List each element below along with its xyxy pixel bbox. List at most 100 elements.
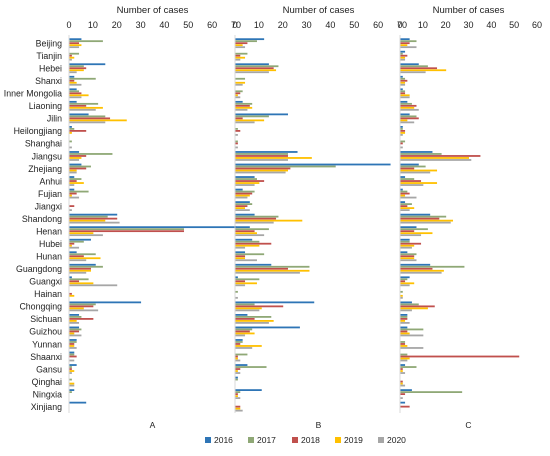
bar-c-2018-inner-mongolia [400, 92, 406, 95]
bar-a-2019-qinghai [69, 382, 75, 385]
bar-a-2018-tianjin [69, 54, 72, 57]
legend-item-2016: 2016 [205, 435, 233, 445]
bar-b-2019-tianjin [235, 56, 246, 59]
bar-a-2016-jilin [69, 113, 89, 116]
bar-a-2020-yunnan [69, 347, 77, 349]
bar-b-2019-hebei [235, 69, 277, 72]
bar-a-2020-qinghai [69, 384, 75, 387]
bar-a-2020-shandong [69, 221, 120, 224]
category-label: Hunan [36, 252, 62, 262]
bar-c-2018-henan [400, 230, 415, 233]
x-tick-label: 0 [66, 20, 71, 30]
bar-c-2016-fujian [400, 188, 403, 191]
bar-a-2019-hunan [69, 257, 101, 260]
bar-b-2018-ningxia [235, 393, 238, 395]
x-axis-title: Number of cases [283, 5, 355, 16]
bar-c-2020-heilongjiang [400, 134, 403, 136]
panel-b: Number of cases 0 10 20 30 40 50 60 70 B [232, 5, 407, 430]
bar-b-2019-liaoning [235, 106, 253, 109]
bar-b-2018-xinjiang [235, 405, 241, 408]
bar-b-2019-jiangxi [235, 207, 246, 209]
bar-a-2017-hunan [69, 253, 96, 256]
bar-c-2016-hunan [400, 251, 408, 254]
bar-b-2016-jiangsu [235, 151, 298, 153]
bar-c-2019-fujian [400, 194, 406, 197]
bar-c-2019-hunan [400, 257, 415, 260]
bar-b-2018-guizhou [235, 330, 250, 333]
bar-a-2018-hunan [69, 255, 84, 258]
bar-b-2018-fujian [235, 192, 253, 195]
bar-a-2018-hebei [69, 67, 87, 70]
bar-c-2016-xinjiang [400, 401, 406, 404]
x-tick-label: 70 [231, 20, 241, 30]
bar-a-2017-zhejiang [69, 165, 91, 168]
bar-b-2018-sichuan [235, 318, 255, 320]
x-tick-label: 30 [302, 20, 312, 30]
bar-b-2019-yunnan [235, 345, 262, 347]
bar-c-2020-hainan [400, 296, 403, 299]
bar-a-2020-guizhou [69, 334, 82, 337]
bar-a-2019-liaoning [69, 106, 103, 109]
bar-c-2016-chongqing [400, 301, 412, 304]
bar-b-2017-ningxia [235, 391, 241, 393]
bar-b-2019-jilin [235, 119, 265, 122]
bar-a-2017-hebei [69, 65, 84, 68]
bar-b-2016-fujian [235, 188, 243, 191]
bar-c-2017-guangxi [400, 278, 408, 281]
bar-a-2020-jiangsu [69, 159, 80, 161]
bar-c-2018-shandong [400, 217, 440, 220]
bar-b-2019-hunan [235, 257, 246, 260]
bar-c-2018-beijing [400, 42, 410, 45]
bar-a-2017-qinghai [69, 378, 72, 381]
bar-b-2019-guangxi [235, 282, 257, 285]
bar-c-2020-sichuan [400, 322, 410, 324]
legend-label: 2016 [214, 435, 233, 445]
bar-b-2017-shanghai [235, 140, 238, 143]
bar-c-2020-guangxi [400, 284, 410, 287]
bar-a-2017-henan [69, 228, 185, 231]
bar-c-2018-guizhou [400, 330, 408, 333]
bar-b-2017-jiangsu [235, 153, 288, 155]
bar-b-2017-shanxi [235, 77, 246, 80]
bar-b-2020-henan [235, 234, 265, 237]
bar-c-2019-sichuan [400, 320, 406, 322]
category-label: Hainan [34, 289, 62, 299]
bar-a-2017-inner-mongolia [69, 90, 80, 93]
bar-a-2018-gansu [69, 368, 72, 370]
bar-c-2016-jiangxi [400, 201, 406, 203]
bar-a-2017-shandong [69, 215, 108, 218]
bar-c-2016-sichuan [400, 314, 408, 316]
bar-b-2019-anhui [235, 182, 260, 184]
bar-c-2017-hebei [400, 65, 428, 68]
category-label: Jilin [47, 114, 62, 124]
bar-a-2020-hebei [69, 71, 77, 74]
category-label: Ningxia [33, 389, 62, 399]
bar-c-2018-yunnan [400, 343, 406, 345]
bar-c-2019-qinghai [400, 382, 403, 385]
bar-a-2019-yunnan [69, 345, 75, 347]
bar-c-2019-inner-mongolia [400, 94, 410, 97]
bar-a-2017-ningxia [69, 391, 72, 393]
bar-a-2020-liaoning [69, 108, 96, 111]
category-label: Qinghai [32, 377, 62, 387]
bar-b-2016-hebei [235, 63, 269, 66]
bar-a-2019-shanxi [69, 81, 77, 84]
bar-b-2020-inner-mongolia [235, 96, 241, 99]
bar-a-2018-beijing [69, 42, 80, 45]
bar-b-2020-heilongjiang [235, 134, 238, 136]
bar-a-2018-guizhou [69, 330, 80, 333]
bar-a-2017-fujian [69, 190, 89, 193]
bar-a-2017-guizhou [69, 328, 82, 331]
bar-b-2019-zhejiang [235, 169, 288, 172]
legend: 2016 2017 2018 2019 2020 [205, 435, 406, 445]
bar-a-2019-heilongjiang [69, 132, 72, 134]
bar-b-2016-anhui [235, 176, 255, 178]
bar-a-2020-tianjin [69, 58, 72, 61]
bar-b-2020-shanghai [235, 146, 238, 149]
bar-c-2016-shanxi [400, 75, 403, 78]
bar-a-2018-shandong [69, 217, 118, 220]
bar-a-2018-inner-mongolia [69, 92, 82, 95]
bar-c-2016-guangxi [400, 276, 410, 279]
bar-a-2017-beijing [69, 40, 103, 43]
